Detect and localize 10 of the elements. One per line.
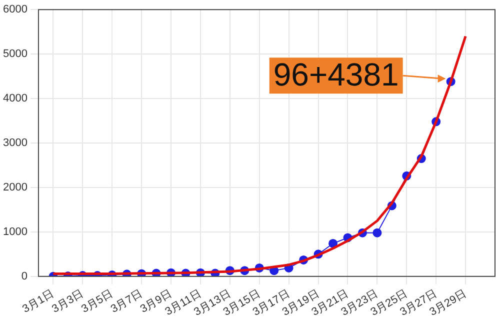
y-tick-label: 3000 [2, 137, 28, 150]
annotation: 96+4381 [273, 56, 399, 92]
point [328, 238, 338, 248]
y-tick-label: 5000 [2, 48, 28, 60]
y-tick-label: 6000 [2, 4, 28, 16]
y-tick-label: 2000 [2, 181, 28, 194]
y-tick-label: 0 [21, 270, 28, 282]
y-tick-label: 1000 [2, 226, 28, 238]
point [372, 228, 382, 238]
y-tick-label: 4000 [2, 92, 28, 105]
